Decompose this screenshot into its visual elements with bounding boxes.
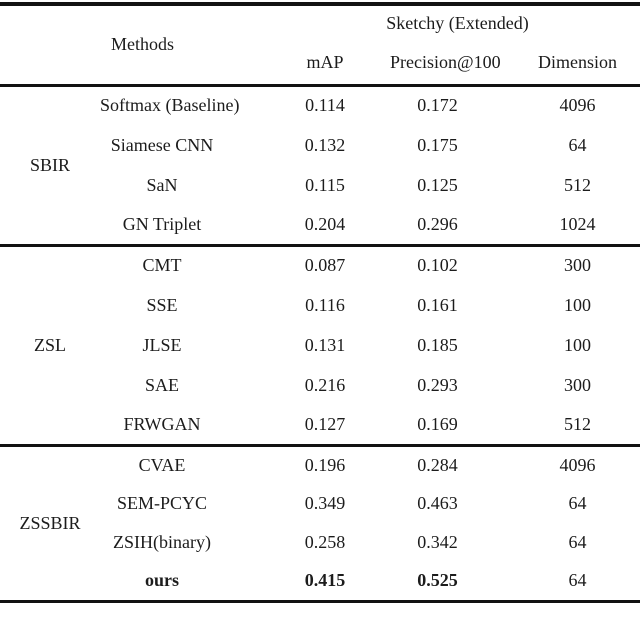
precision-value: 0.185	[417, 334, 458, 355]
precision-value: 0.293	[417, 374, 458, 395]
dimension-value: 512	[564, 174, 591, 195]
precision-value: 0.296	[417, 213, 458, 234]
group-label-zsl: ZSL	[33, 334, 66, 355]
dimension-value: 4096	[559, 454, 596, 475]
dimension-value: 64	[568, 493, 587, 513]
table-row: JLSE 0.131 0.185 100	[0, 325, 640, 365]
map-value: 0.127	[304, 413, 346, 434]
map-value: 0.349	[304, 493, 346, 513]
precision-value: 0.463	[417, 493, 458, 513]
map-value: 0.115	[305, 174, 345, 195]
map-value: 0.132	[304, 134, 346, 155]
dimension-value: 100	[564, 334, 591, 355]
dimension-value: 4096	[559, 95, 596, 116]
method-name: SSE	[146, 294, 178, 315]
precision-value: 0.525	[417, 570, 458, 591]
dimension-value: 1024	[559, 213, 596, 234]
table-row: GN Triplet 0.204 0.296 1024	[0, 205, 640, 245]
precision-value: 0.102	[417, 255, 458, 276]
table-row: FRWGAN 0.127 0.169 512	[0, 405, 640, 445]
table-row: ZSSBIR CVAE 0.196 0.284 4096	[0, 445, 640, 533]
group-label-zssbir: ZSSBIR	[19, 512, 81, 533]
map-value: 0.196	[304, 454, 346, 475]
precision-value: 0.284	[417, 454, 458, 475]
precision-value: 0.172	[417, 95, 458, 116]
map-value: 0.116	[305, 294, 345, 315]
method-name: ZSIH(binary)	[113, 532, 211, 552]
results-table: Methods Sketchy (Extended) mAP Precision…	[0, 2, 640, 603]
dimension-value: 64	[568, 570, 587, 591]
precision-value: 0.342	[417, 532, 458, 552]
precision-value: 0.169	[417, 413, 458, 434]
table-row: SaN 0.115 0.125 512	[0, 165, 640, 205]
precision-value: 0.175	[417, 134, 458, 155]
method-name: CMT	[142, 255, 182, 276]
table-row-ours: ours 0.415 0.525 64	[0, 562, 640, 601]
table-row: ZSIH(binary) 0.258 0.342 64	[0, 523, 640, 562]
metric-header-dimension: Dimension	[538, 51, 617, 72]
table-row: ZSL CMT 0.087 0.102 300	[0, 245, 640, 354]
map-value: 0.114	[305, 95, 345, 116]
precision-value: 0.125	[417, 174, 458, 195]
table-row: SEM-PCYC 0.349 0.463 64	[0, 484, 640, 523]
header-row-dataset: Methods Sketchy (Extended)	[0, 4, 640, 54]
group-label-sbir: SBIR	[29, 154, 71, 175]
table-row: SBIR Softmax (Baseline) 0.114 0.172 4096	[0, 85, 640, 174]
dimension-value: 100	[564, 294, 591, 315]
map-value: 0.204	[304, 213, 346, 234]
map-value: 0.131	[304, 334, 346, 355]
method-name: FRWGAN	[123, 413, 201, 434]
precision-value: 0.161	[417, 294, 458, 315]
group-zsl: ZSL CMT 0.087 0.102 300 SSE 0.116 0.161 …	[0, 245, 640, 445]
method-name: SAE	[144, 374, 179, 395]
dimension-value: 300	[564, 255, 591, 276]
table-row: Siamese CNN 0.132 0.175 64	[0, 125, 640, 165]
header-row-metrics: mAP Precision@100 Dimension	[0, 41, 640, 85]
map-value: 0.216	[304, 374, 346, 395]
dataset-header: Sketchy (Extended)	[386, 13, 529, 33]
dimension-value: 64	[568, 134, 587, 155]
table-row: SAE 0.216 0.293 300	[0, 365, 640, 405]
table-row: SSE 0.116 0.161 100	[0, 285, 640, 325]
method-name: ours	[144, 570, 179, 591]
table-header: Methods Sketchy (Extended) mAP Precision…	[0, 4, 640, 85]
method-name: Siamese CNN	[110, 134, 214, 155]
method-name: Softmax (Baseline)	[100, 95, 240, 116]
method-name: JLSE	[142, 334, 182, 355]
method-name: GN Triplet	[122, 213, 202, 234]
group-sbir: SBIR Softmax (Baseline) 0.114 0.172 4096…	[0, 85, 640, 245]
metric-header-map: mAP	[306, 51, 344, 72]
method-name: CVAE	[138, 454, 186, 475]
methods-column-header: Methods	[111, 34, 174, 55]
map-value: 0.258	[304, 532, 346, 552]
dimension-value: 64	[568, 532, 587, 552]
dimension-value: 512	[564, 413, 591, 434]
dimension-value: 300	[564, 374, 591, 395]
metric-header-precision: Precision@100	[390, 51, 501, 72]
method-name: SEM-PCYC	[116, 493, 208, 513]
map-value: 0.415	[304, 570, 346, 591]
method-name: SaN	[146, 174, 178, 195]
group-zssbir: ZSSBIR CVAE 0.196 0.284 4096 SEM-PCYC 0.…	[0, 445, 640, 601]
map-value: 0.087	[304, 255, 346, 276]
